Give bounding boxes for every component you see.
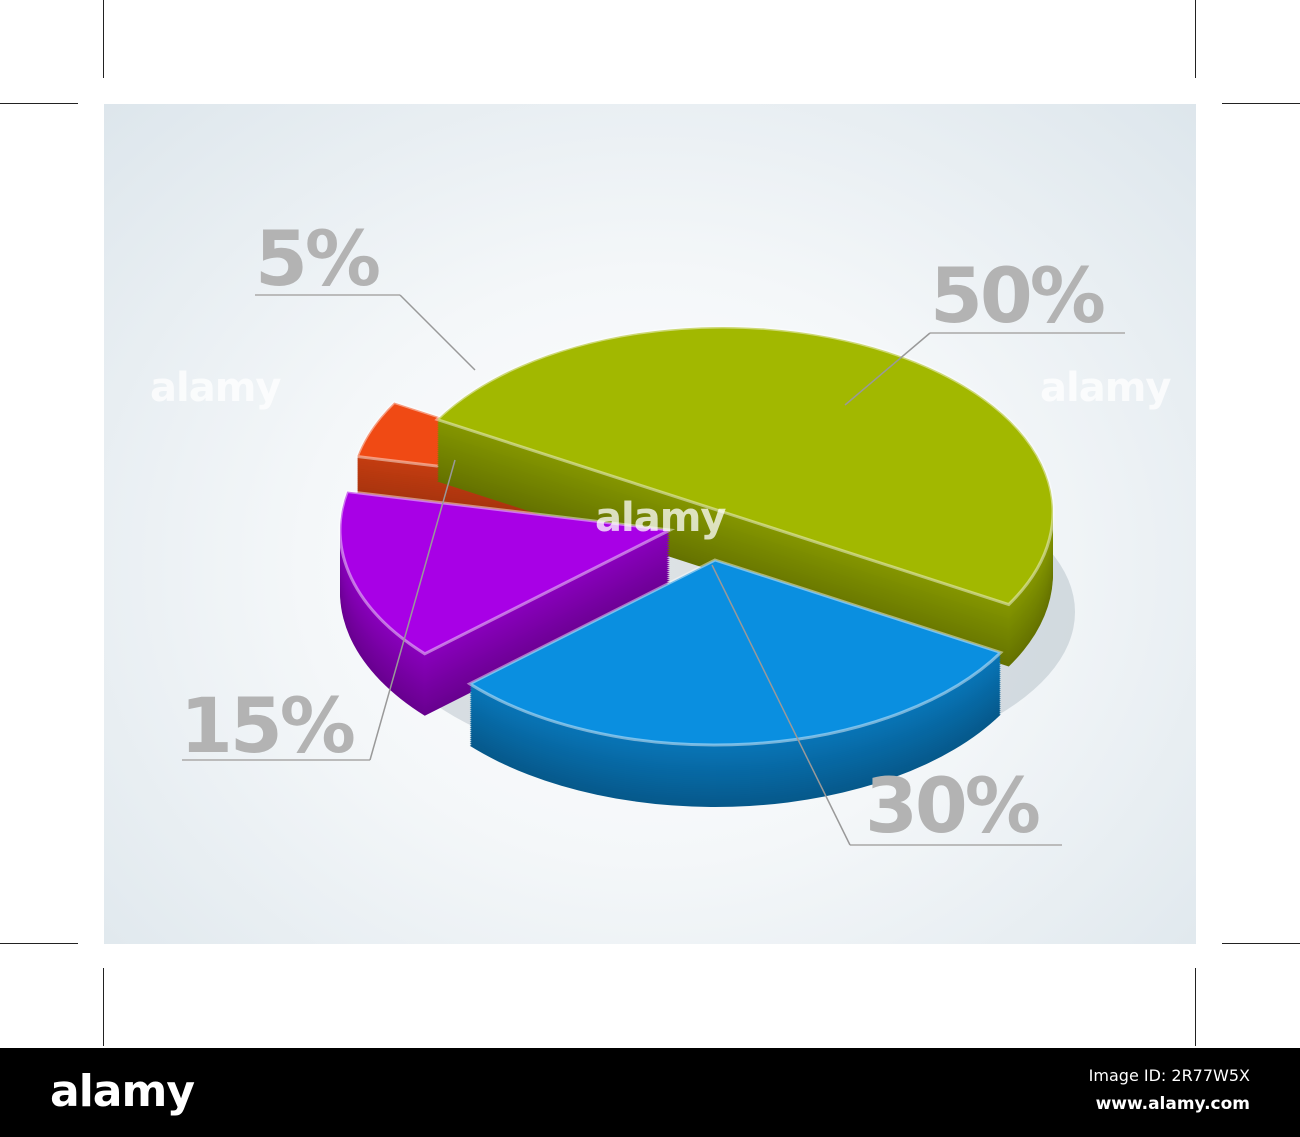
crop-mark	[0, 943, 78, 944]
crop-mark	[0, 103, 78, 104]
leader-line	[844, 332, 931, 406]
slice-top	[469, 560, 1001, 745]
crop-mark	[1222, 943, 1300, 944]
slice-top	[340, 491, 670, 654]
footer-bar: alamy Image ID: 2R77W5X www.alamy.com	[0, 1048, 1300, 1137]
crop-mark	[103, 0, 104, 78]
slice-highlight	[355, 400, 681, 497]
pie-slice	[434, 325, 1055, 667]
crop-mark	[1195, 968, 1196, 1046]
leader-line	[369, 459, 456, 761]
crop-mark	[1195, 0, 1196, 78]
pie-slice	[338, 489, 676, 716]
leader-line	[711, 564, 851, 846]
image-id: Image ID: 2R77W5X	[1088, 1066, 1250, 1085]
crop-mark	[1222, 103, 1300, 104]
data-label: 50%	[930, 251, 1104, 340]
crop-mark	[103, 968, 104, 1046]
site-url: www.alamy.com	[1095, 1094, 1250, 1114]
watermark: alamy	[1040, 365, 1171, 411]
data-label: 30%	[865, 761, 1039, 850]
alamy-logo: alamy	[50, 1066, 195, 1117]
watermark: alamy	[150, 365, 281, 411]
slice-top	[437, 327, 1053, 605]
data-label: 5%	[255, 214, 379, 303]
watermark: alamy	[595, 495, 726, 541]
slice-highlight	[434, 325, 1055, 607]
leader-line	[399, 294, 476, 371]
slice-highlight	[466, 558, 1004, 747]
pie-slice	[466, 558, 1004, 808]
pie-chart: 50% 30% 15% 5%	[180, 214, 1125, 850]
data-label: 15%	[180, 681, 354, 770]
